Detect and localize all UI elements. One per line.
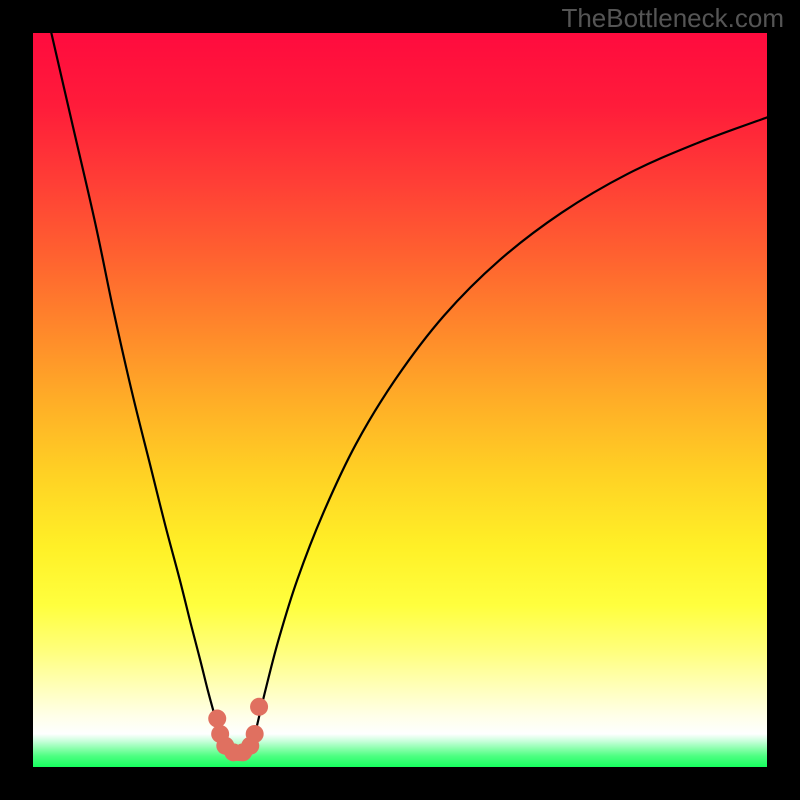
gradient-background — [33, 33, 767, 767]
watermark-text: TheBottleneck.com — [561, 3, 784, 34]
chart-frame: TheBottleneck.com — [0, 0, 800, 800]
plot-area — [33, 33, 767, 767]
